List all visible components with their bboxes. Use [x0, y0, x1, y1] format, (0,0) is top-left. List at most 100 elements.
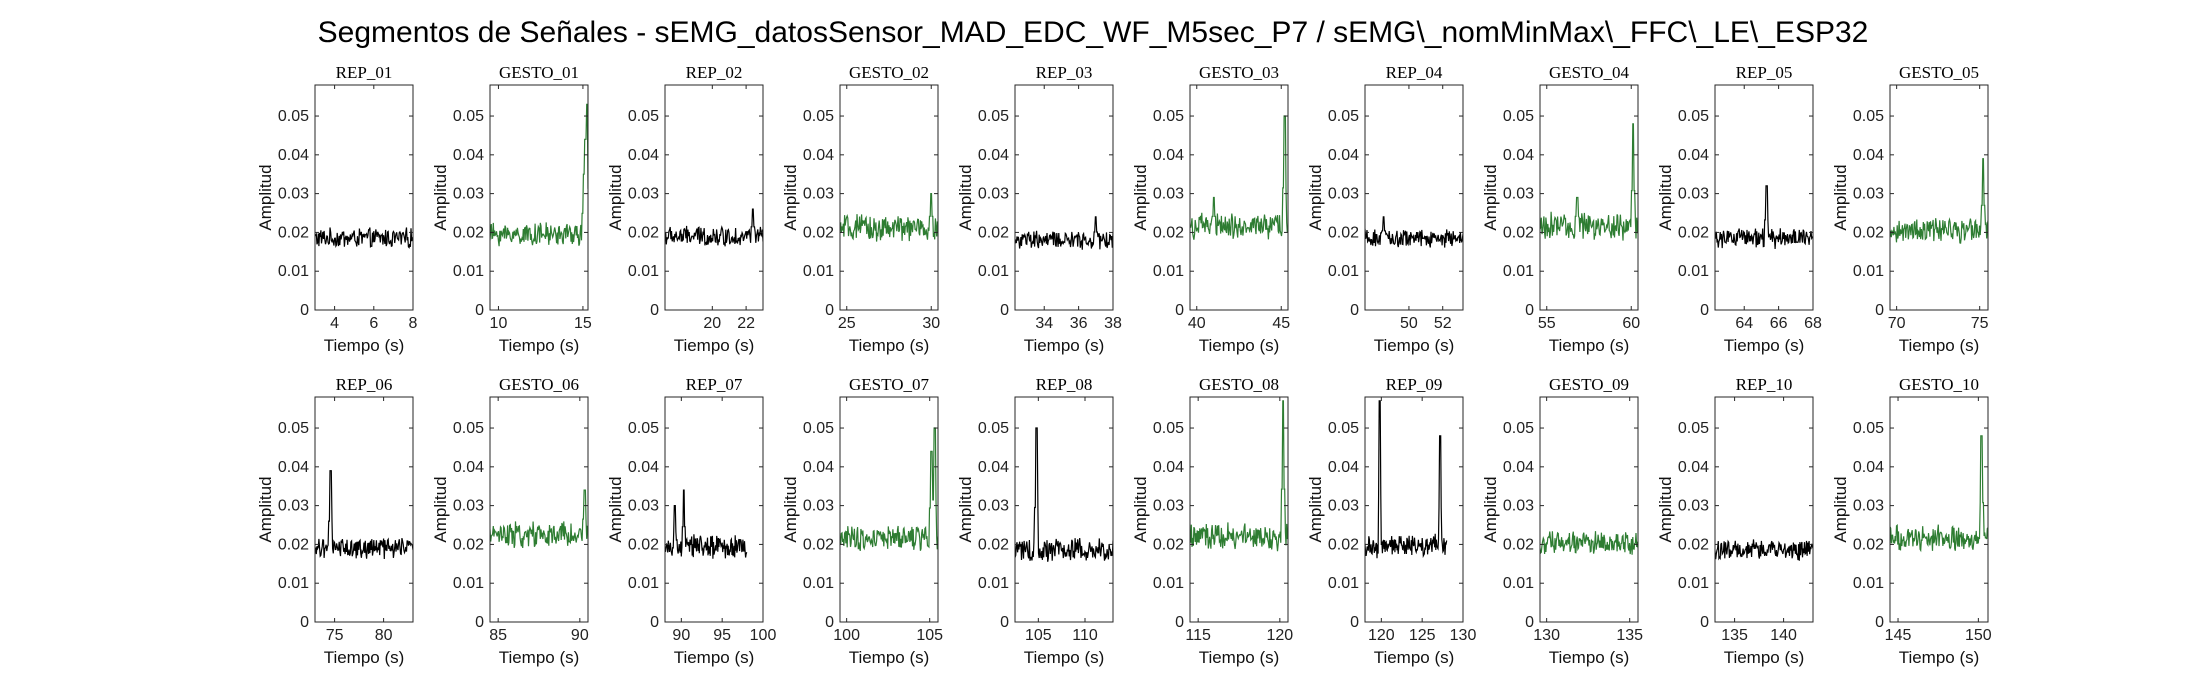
y-tick-label: 0: [1525, 302, 1534, 319]
y-tick-label: 0.01: [628, 575, 659, 592]
y-tick-label: 0.04: [803, 147, 834, 164]
x-tick-label: 6: [369, 315, 378, 332]
subplot-rep-04: 0 0.01 0.02 0.03 0.04 0.05 50 52 REP_04 Tiempo (s…: [1306, 63, 1464, 355]
x-tick-label: 68: [1804, 315, 1822, 332]
y-tick-label: 0: [1700, 302, 1709, 319]
axes-box: [314, 396, 414, 623]
y-axis-label: Amplitud: [781, 164, 800, 230]
y-tick-label: 0.02: [278, 224, 309, 241]
y-axis-label: Amplitud: [781, 476, 800, 542]
y-tick-label: 0: [825, 614, 834, 631]
x-tick-label: 145: [1885, 627, 1912, 644]
y-tick-label: 0.02: [1503, 224, 1534, 241]
subplot-gesto-01: 0 0.01 0.02 0.03 0.04 0.05 10 15 GESTO_01 Tiempo …: [431, 63, 592, 355]
subplot-title: REP_03: [1036, 63, 1093, 82]
signal-line: [1715, 539, 1813, 561]
x-tick-label: 55: [1538, 315, 1556, 332]
subplot-gesto-07: 0 0.01 0.02 0.03 0.04 0.05 100 105 GESTO_07 Tiemp…: [781, 375, 943, 667]
subplot-title: REP_10: [1736, 375, 1793, 394]
y-tick-label: 0.02: [1678, 224, 1709, 241]
subplot-title: GESTO_03: [1199, 63, 1279, 82]
subplot-rep-02: 0 0.01 0.02 0.03 0.04 0.05 20 22 REP_02 Tiempo (s…: [606, 63, 764, 355]
y-tick-label: 0.04: [1503, 459, 1534, 476]
signal-line: [1540, 531, 1638, 555]
signal-line: [1365, 216, 1463, 248]
x-tick-label: 85: [489, 627, 507, 644]
y-tick-label: 0.02: [978, 224, 1009, 241]
signal-line: [490, 489, 588, 549]
y-tick-label: 0.03: [1503, 186, 1534, 203]
x-tick-label: 100: [833, 627, 860, 644]
y-tick-label: 0.04: [978, 459, 1009, 476]
y-tick-label: 0.03: [803, 186, 834, 203]
x-tick-label: 90: [672, 627, 690, 644]
subplot-gesto-05: 0 0.01 0.02 0.03 0.04 0.05 70 75 GESTO_05 Tiempo …: [1831, 63, 1989, 355]
y-tick-label: 0.05: [978, 108, 1009, 125]
y-tick-label: 0.01: [1503, 575, 1534, 592]
axes-box: [1889, 396, 1989, 623]
axes-box: [1364, 396, 1464, 623]
y-tick-label: 0: [1175, 614, 1184, 631]
x-tick-label: 10: [490, 315, 508, 332]
y-axis-label: Amplitud: [431, 476, 450, 542]
x-tick-label: 105: [916, 627, 943, 644]
subplot-title: REP_07: [686, 375, 743, 394]
y-tick-label: 0.05: [1678, 108, 1709, 125]
signal-line: [1190, 400, 1288, 552]
signal-line: [315, 227, 413, 249]
y-axis-label: Amplitud: [256, 164, 275, 230]
y-tick-label: 0.03: [1328, 186, 1359, 203]
y-tick-label: 0: [1175, 302, 1184, 319]
y-tick-label: 0.04: [1503, 147, 1534, 164]
x-tick-label: 135: [1616, 627, 1643, 644]
axes-box: [1364, 84, 1464, 311]
y-tick-label: 0.04: [803, 459, 834, 476]
y-tick-label: 0.05: [628, 108, 659, 125]
x-tick-label: 60: [1622, 315, 1640, 332]
y-axis-label: Amplitud: [1131, 164, 1150, 230]
y-tick-label: 0.03: [453, 498, 484, 515]
axes-box: [1889, 84, 1989, 311]
x-tick-label: 70: [1888, 315, 1906, 332]
signal-line: [840, 193, 938, 242]
x-tick-label: 110: [1072, 627, 1098, 644]
x-axis-label: Tiempo (s): [849, 648, 930, 667]
x-axis-label: Tiempo (s): [499, 648, 580, 667]
y-tick-label: 0.02: [1678, 536, 1709, 553]
x-tick-label: 64: [1735, 315, 1753, 332]
x-tick-label: 45: [1272, 315, 1290, 332]
y-axis-label: Amplitud: [431, 164, 450, 230]
x-tick-label: 40: [1188, 315, 1206, 332]
y-tick-label: 0.02: [1853, 224, 1884, 241]
y-tick-label: 0.05: [803, 108, 834, 125]
y-tick-label: 0.02: [803, 224, 834, 241]
y-tick-label: 0.05: [1503, 108, 1534, 125]
y-tick-label: 0.01: [1678, 263, 1709, 280]
y-tick-label: 0.01: [1503, 263, 1534, 280]
x-tick-label: 80: [375, 627, 393, 644]
subplot-title: GESTO_06: [499, 375, 579, 394]
x-tick-label: 34: [1035, 315, 1053, 332]
x-axis-label: Tiempo (s): [499, 336, 580, 355]
y-tick-label: 0: [1700, 614, 1709, 631]
x-axis-label: Tiempo (s): [674, 336, 755, 355]
y-tick-label: 0: [825, 302, 834, 319]
axes-box: [1014, 396, 1114, 623]
y-tick-label: 0: [1000, 614, 1009, 631]
y-tick-label: 0.04: [278, 147, 309, 164]
y-tick-label: 0.02: [1153, 536, 1184, 553]
y-axis-label: Amplitud: [1831, 164, 1850, 230]
axes-box: [1189, 84, 1289, 311]
signal-line: [1190, 115, 1288, 240]
axes-box: [839, 84, 939, 311]
y-tick-label: 0.04: [1328, 459, 1359, 476]
x-tick-label: 130: [1533, 627, 1560, 644]
x-axis-label: Tiempo (s): [1549, 648, 1630, 667]
subplot-rep-06: 0 0.01 0.02 0.03 0.04 0.05 75 80 REP_06 Tiempo (s…: [256, 375, 414, 667]
y-tick-label: 0.03: [278, 498, 309, 515]
signal-line: [840, 427, 938, 551]
y-tick-label: 0.02: [1503, 536, 1534, 553]
subplot-rep-01: 0 0.01 0.02 0.03 0.04 0.05 4 6 8 REP_01 Tiempo (s)…: [256, 63, 418, 355]
x-tick-label: 50: [1400, 315, 1418, 332]
y-tick-label: 0.02: [1853, 536, 1884, 553]
